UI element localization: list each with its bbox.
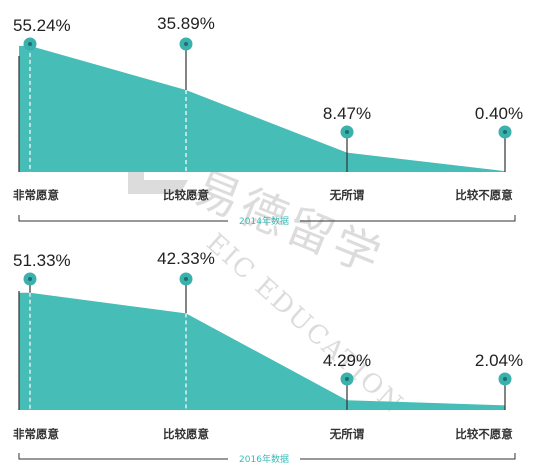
category-label: 比较愿意 <box>163 188 209 202</box>
value-label: 0.40% <box>475 104 523 123</box>
category-label: 比较不愿意 <box>455 427 513 441</box>
category-label: 比较愿意 <box>163 427 209 441</box>
chart-caption: 2014年数据 <box>239 215 289 227</box>
area-series <box>19 45 505 172</box>
value-label: 35.89% <box>157 14 215 33</box>
value-label: 42.33% <box>157 249 215 268</box>
marker-dot-center <box>184 42 188 46</box>
bracket-left <box>18 453 228 460</box>
category-label: 比较不愿意 <box>455 188 513 202</box>
bracket-right <box>300 215 516 222</box>
marker-dot-center <box>503 377 507 381</box>
category-label: 非常愿意 <box>13 188 59 202</box>
marker-dot-center <box>345 377 349 381</box>
category-label: 非常愿意 <box>13 427 59 441</box>
bracket-right <box>300 453 516 460</box>
marker-dot-center <box>184 277 188 281</box>
category-label: 无所谓 <box>329 188 365 202</box>
marker-dot-center <box>28 42 32 46</box>
value-label: 2.04% <box>475 351 523 370</box>
bracket-left <box>18 215 228 222</box>
marker-dot-center <box>345 130 349 134</box>
value-label: 4.29% <box>323 351 371 370</box>
value-label: 51.33% <box>13 251 71 270</box>
value-label: 8.47% <box>323 104 371 123</box>
chart-caption: 2016年数据 <box>239 453 289 465</box>
marker-dot-center <box>503 130 507 134</box>
category-label: 无所谓 <box>329 427 365 441</box>
area-series <box>19 292 505 410</box>
value-label: 55.24% <box>13 16 71 35</box>
chart-2: 51.33% 非常愿意 42.33% 比较愿意 4.29% 无所谓 2.04% 比较不愿意 20… <box>13 249 523 465</box>
chart-1: 55.24% 非常愿意 35.89% 比较愿意 8.47% 无所谓 0.40% 比较不愿意 20… <box>13 14 523 227</box>
marker-dot-center <box>28 277 32 281</box>
